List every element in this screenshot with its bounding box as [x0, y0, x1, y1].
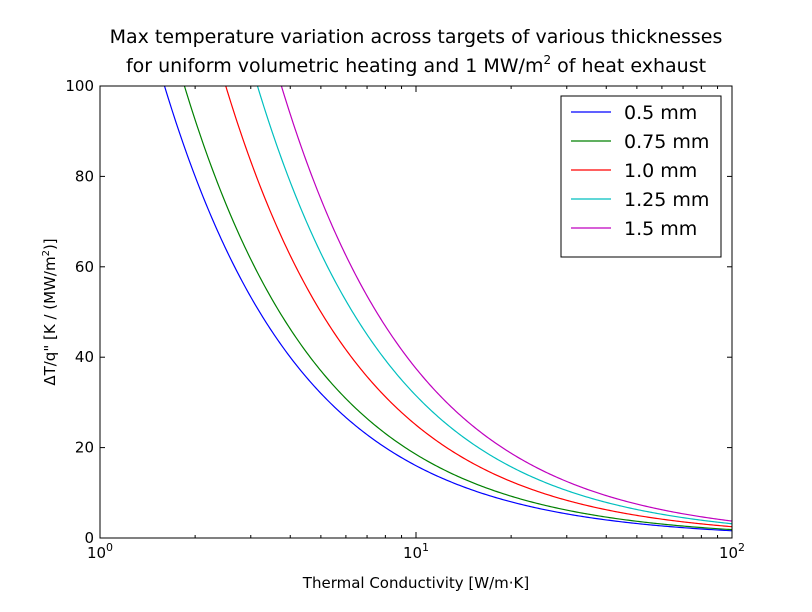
chart-title-line1: Max temperature variation across targets… [110, 26, 723, 48]
legend-label: 1.0 mm [624, 160, 697, 182]
chart-title-superscript: 2 [543, 53, 551, 67]
series-line-3 [225, 85, 733, 528]
y-tick-label: 40 [75, 348, 94, 366]
y-tick-label: 60 [75, 258, 94, 276]
x-tick-label: 100 [87, 541, 113, 562]
x-tick-label: 101 [403, 541, 429, 562]
x-tick-label-base: 10 [719, 544, 738, 562]
x-tick-label-exponent: 2 [738, 541, 745, 554]
chart-title-line2: for uniform volumetric heating and 1 MW/… [126, 53, 706, 77]
x-tick-label: 102 [719, 541, 745, 562]
legend-label: 0.5 mm [624, 102, 697, 124]
y-tick-label: 100 [65, 77, 94, 95]
legend-label: 0.75 mm [624, 131, 709, 153]
y-axis-label-superscript: 2 [41, 250, 52, 256]
y-axis-label: ΔT/q" [K / (MW/m2)] [41, 238, 59, 385]
legend: 0.5 mm 0.75 mm 1.0 mm 1.25 mm 1.5 mm [560, 95, 722, 258]
y-tick-label: 0 [84, 529, 94, 547]
series-layer [163, 85, 733, 532]
y-tick-label: 20 [75, 439, 94, 457]
series-line-4 [256, 85, 733, 525]
y-axis-label-tail: )] [41, 238, 59, 250]
series-line-5 [280, 85, 733, 522]
x-tick-label-exponent: 0 [106, 541, 113, 554]
chart-title-line2-text: for uniform volumetric heating and 1 MW/… [126, 55, 544, 77]
plot-frame [99, 85, 733, 539]
y-tick-label: 80 [75, 167, 94, 185]
x-tick-label-exponent: 1 [422, 541, 429, 554]
legend-label: 1.25 mm [624, 189, 709, 211]
x-tick-label-base: 10 [403, 544, 422, 562]
legend-label: 1.5 mm [624, 218, 697, 240]
x-tick-label-base: 10 [87, 544, 106, 562]
series-line-2 [183, 85, 733, 531]
y-axis-label-text: ΔT/q" [K / (MW/m [41, 256, 59, 385]
chart-title-line2-tail: of heat exhaust [551, 55, 706, 77]
series-line-1 [163, 85, 733, 532]
legend-box [560, 95, 722, 258]
x-axis-label: Thermal Conductivity [W/m·K] [302, 574, 529, 592]
